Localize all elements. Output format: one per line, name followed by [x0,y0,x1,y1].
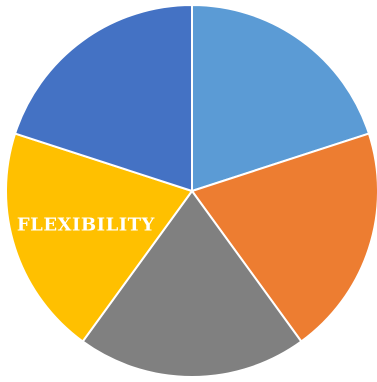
pie-slice-label-4: FLEXIBILITY [17,215,156,236]
pie-labels: FLEXIBILITY [17,215,156,236]
pie-slice-4 [5,132,193,343]
pie-slices [5,4,377,378]
pie-slice-1 [191,4,370,192]
pie-slice-3 [81,190,303,378]
pie-slice-2 [191,132,377,343]
pie-slice-5 [14,4,193,192]
